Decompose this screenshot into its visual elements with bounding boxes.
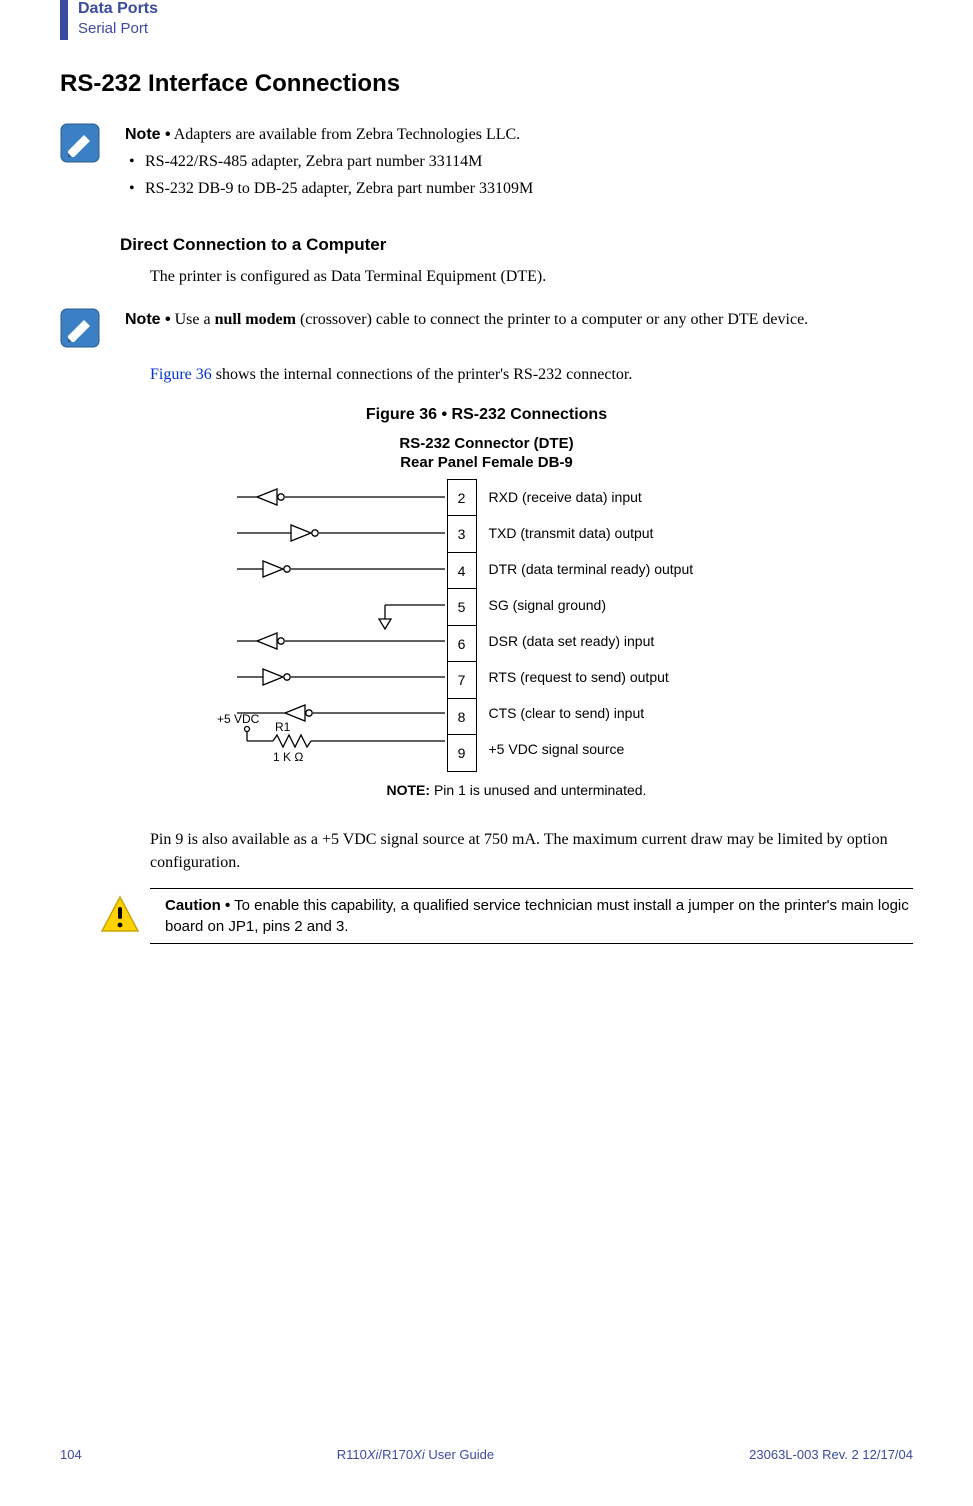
note-null-modem: Note • Use a null modem (crossover) cabl… [60,308,913,348]
driver-diagram: +5 VDC R1 1 K Ω [217,479,447,779]
caution-label: Caution • [165,897,230,914]
pin-desc: RTS (request to send) output [477,659,757,695]
caution-block: Caution • To enable this capability, a q… [60,888,913,944]
connector-title: RS-232 Connector (DTE) Rear Panel Female… [217,434,757,473]
note-icon [60,123,100,163]
pin-cell: 9 [448,735,476,772]
ohm-label: 1 K Ω [273,750,303,764]
pin-cell: 7 [448,662,476,699]
pin9-paragraph: Pin 9 is also available as a +5 VDC sign… [150,828,913,874]
pin-desc: DSR (data set ready) input [477,623,757,659]
section-title: RS-232 Interface Connections [60,70,913,98]
dte-paragraph: The printer is configured as Data Termin… [150,265,913,288]
pin-cell: 5 [448,589,476,626]
pin-desc: +5 VDC signal source [477,731,757,767]
bullet-item: RS-422/RS-485 adapter, Zebra part number… [125,150,913,173]
figure-ref-rest: shows the internal connections of the pr… [212,366,633,383]
bullet-item: RS-232 DB-9 to DB-25 adapter, Zebra part… [125,177,913,200]
caution-rule-bottom [150,943,913,944]
figure-ref-paragraph: Figure 36 shows the internal connections… [150,363,913,386]
note-label: Note • [125,126,171,143]
pin-number-column: 2 3 4 5 6 7 8 9 [447,479,477,772]
note-bold: null modem [215,311,296,328]
note-label: Note • [125,311,171,328]
caution-rule-top [150,888,913,889]
header-subtitle: Serial Port [78,20,158,37]
note-lead: Adapters are available from Zebra Techno… [171,126,521,143]
figure-title: Figure 36 • RS-232 Connections [60,406,913,424]
note-bullet-list: RS-422/RS-485 adapter, Zebra part number… [125,150,913,200]
note-post: (crossover) cable to connect the printer… [296,311,808,328]
r1-label: R1 [275,720,291,734]
warning-icon [100,895,140,933]
footer-center: R110Xi/R170Xi User Guide [82,1447,749,1462]
footer-right: 23063L-003 Rev. 2 12/17/04 [749,1447,913,1462]
pin-desc: SG (signal ground) [477,587,757,623]
header-accent-bar [60,0,68,40]
pin-desc: DTR (data terminal ready) output [477,551,757,587]
pin-cell: 4 [448,553,476,590]
pin-desc: TXD (transmit data) output [477,515,757,551]
page-header: Data Ports Serial Port [60,0,913,40]
pin-desc: RXD (receive data) input [477,479,757,515]
figure-36: RS-232 Connector (DTE) Rear Panel Female… [60,434,913,798]
pin-desc-column: RXD (receive data) input TXD (transmit d… [477,479,757,772]
pin-desc: CTS (clear to send) input [477,695,757,731]
pin-cell: 6 [448,626,476,663]
header-title: Data Ports [78,0,158,18]
figure-note: NOTE: Pin 1 is unused and unterminated. [387,782,757,798]
subsection-title: Direct Connection to a Computer [120,235,913,255]
note-pre: Use a [171,311,215,328]
page-footer: 104 R110Xi/R170Xi User Guide 23063L-003 … [0,1447,973,1462]
page-number: 104 [60,1447,82,1462]
pin-cell: 3 [448,516,476,553]
pin-cell: 2 [448,480,476,517]
pin-cell: 8 [448,699,476,736]
figure-36-link[interactable]: Figure 36 [150,366,212,383]
caution-text: To enable this capability, a qualified s… [165,897,909,935]
vdc-label: +5 VDC [217,712,260,726]
note-icon [60,308,100,348]
note-adapters: Note • Adapters are available from Zebra… [60,123,913,205]
